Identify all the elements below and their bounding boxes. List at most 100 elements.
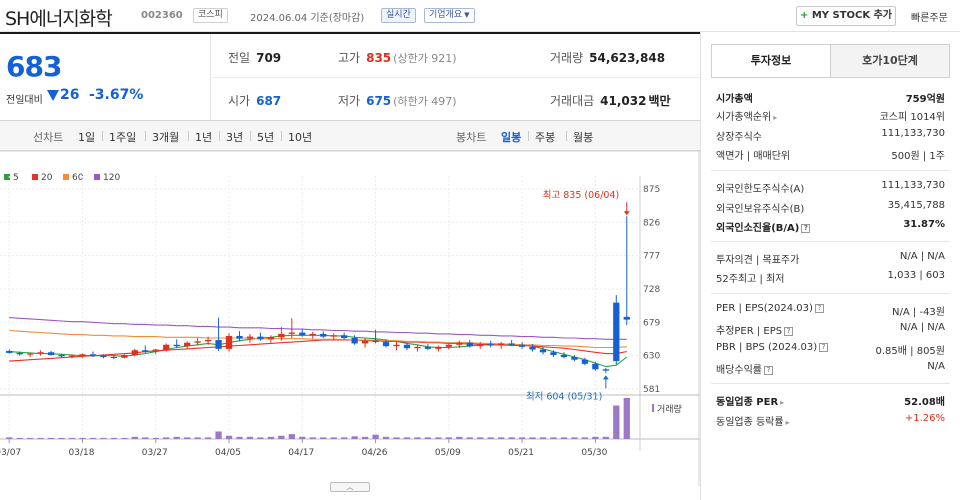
invest-row: 52주최고 | 최저 1,033 | 603 bbox=[716, 270, 945, 286]
help-icon[interactable]: ? bbox=[764, 366, 773, 375]
tab-invest-info[interactable]: 투자정보 bbox=[711, 44, 831, 78]
legend-ma20: 20 bbox=[32, 173, 52, 183]
candle bbox=[435, 346, 442, 349]
candle-chart-label: 봉차트 bbox=[456, 131, 487, 144]
volume-bar bbox=[424, 437, 432, 439]
tab-1w[interactable]: 1주일 bbox=[109, 131, 137, 144]
x-tick-label: 05/30 bbox=[581, 448, 607, 458]
candle bbox=[89, 354, 97, 356]
add-mystock-label: MY STOCK 추가 bbox=[811, 10, 893, 21]
volume-bar bbox=[194, 437, 201, 439]
y-tick-label: 875 bbox=[643, 185, 660, 195]
candle bbox=[466, 342, 473, 347]
tab-daily[interactable]: 일봉 bbox=[501, 131, 522, 144]
volume-bar bbox=[288, 434, 295, 439]
down-arrow-icon bbox=[47, 90, 59, 101]
invest-row-value: N/A | N/A bbox=[899, 322, 945, 333]
volume-bar bbox=[550, 437, 557, 439]
add-mystock-button[interactable]: + MY STOCK 추가 bbox=[796, 6, 896, 26]
volume-bar bbox=[581, 437, 589, 439]
invest-row: 외국인보유주식수(B) 35,415,788 bbox=[716, 200, 945, 216]
tab-10y[interactable]: 10년 bbox=[288, 131, 313, 144]
candle bbox=[560, 354, 568, 358]
caret-right-icon[interactable]: ▸ bbox=[780, 398, 785, 407]
candle bbox=[47, 352, 55, 355]
invest-row-value: 35,415,788 bbox=[887, 200, 945, 211]
tab-1y[interactable]: 1년 bbox=[195, 131, 213, 144]
candle bbox=[110, 357, 118, 359]
volume-bar bbox=[592, 436, 599, 439]
y-tick-label: 679 bbox=[643, 318, 660, 328]
invest-row: 배당수익률? N/A bbox=[716, 361, 945, 377]
diff-label: 전일대비 bbox=[6, 95, 43, 106]
volume-bar bbox=[341, 437, 348, 439]
section-divider bbox=[711, 383, 950, 384]
legend-ma120: 120 bbox=[94, 173, 120, 183]
invest-row-label: 52주최고 | 최저 bbox=[716, 274, 785, 285]
help-icon[interactable]: ? bbox=[801, 224, 811, 233]
ma-120-line bbox=[9, 317, 627, 340]
volume-bar bbox=[278, 435, 285, 439]
candle bbox=[424, 346, 432, 349]
quick-order-link[interactable]: 빠른주문 bbox=[911, 13, 948, 24]
candle bbox=[414, 346, 421, 349]
company-overview-dropdown[interactable]: 기업개요 ▼ bbox=[424, 8, 475, 23]
help-icon[interactable]: ? bbox=[814, 304, 824, 313]
invest-row-label: 시가총액순위 ▸ bbox=[716, 112, 778, 123]
candle bbox=[288, 332, 295, 334]
caret-right-icon[interactable]: ▸ bbox=[785, 418, 790, 427]
candle bbox=[257, 336, 264, 340]
section-divider bbox=[711, 293, 950, 294]
price-chart[interactable]: 5 20 60 120 875 826 777 728 679 630 581 03/07 03… bbox=[0, 151, 700, 500]
candle bbox=[592, 363, 599, 370]
invest-row-value: 111,133,730 bbox=[881, 128, 945, 139]
ma-60-line bbox=[9, 329, 627, 349]
volume-bar bbox=[414, 437, 421, 439]
tab-3m[interactable]: 3개월 bbox=[152, 131, 180, 144]
candle bbox=[613, 302, 620, 362]
tab-weekly[interactable]: 주봉 bbox=[535, 131, 556, 144]
invest-row-label: 배당수익률? bbox=[716, 361, 773, 376]
tab-3y[interactable]: 3년 bbox=[226, 131, 244, 144]
candle bbox=[571, 357, 578, 360]
tab-monthly[interactable]: 월봉 bbox=[573, 131, 594, 144]
candle bbox=[173, 344, 180, 347]
candle bbox=[508, 343, 515, 345]
volume-bar bbox=[225, 435, 233, 439]
volume-bar bbox=[529, 437, 536, 439]
y-tick-label: 777 bbox=[643, 252, 660, 262]
y-tick-label: 630 bbox=[643, 352, 660, 362]
invest-row: PER | EPS(2024.03)? N/A | -43원 bbox=[716, 303, 945, 319]
candle bbox=[225, 335, 233, 349]
volume-bar bbox=[466, 437, 473, 439]
help-icon[interactable]: ? bbox=[819, 343, 829, 352]
volume-bar bbox=[320, 437, 327, 439]
candle bbox=[163, 344, 170, 350]
chart-scroll-handle[interactable]: ︿ bbox=[330, 482, 370, 492]
volume-bar bbox=[571, 437, 578, 439]
help-icon[interactable]: ? bbox=[784, 327, 794, 336]
tab-5y[interactable]: 5년 bbox=[257, 131, 275, 144]
candle bbox=[581, 359, 589, 364]
candle bbox=[142, 350, 149, 352]
candle bbox=[16, 352, 23, 355]
volume-bar bbox=[27, 437, 34, 439]
invest-row-value: 1,033 | 603 bbox=[887, 270, 945, 281]
tab-1d[interactable]: 1일 bbox=[78, 131, 96, 144]
invest-row: 추정PER | EPS? N/A | N/A bbox=[716, 322, 945, 338]
realtime-button[interactable]: 실시간 bbox=[381, 8, 416, 23]
period-tabs: 선차트 1일 1주일 3개월 1년 3년 5년 10년 봉차트 일봉 주봉 월봉 bbox=[0, 121, 700, 151]
invest-row-value: 52.08배 bbox=[904, 397, 945, 408]
volume-bar bbox=[445, 437, 452, 439]
volume-bar bbox=[246, 436, 254, 439]
candle bbox=[100, 355, 107, 358]
section-divider bbox=[711, 170, 950, 171]
invest-row: 시가총액순위 ▸ 코스피 1014위 bbox=[716, 108, 945, 124]
volume-bar bbox=[382, 436, 390, 439]
stock-header: SH에너지화학 002360 코스피 2024.06.04 기준(장마감) 실시… bbox=[0, 0, 960, 32]
tab-orderbook[interactable]: 호가10단계 bbox=[830, 44, 950, 78]
current-price: 683 bbox=[6, 50, 62, 83]
candle bbox=[68, 355, 76, 357]
caret-right-icon[interactable]: ▸ bbox=[773, 113, 778, 122]
invest-row-value: 111,133,730 bbox=[881, 180, 945, 191]
